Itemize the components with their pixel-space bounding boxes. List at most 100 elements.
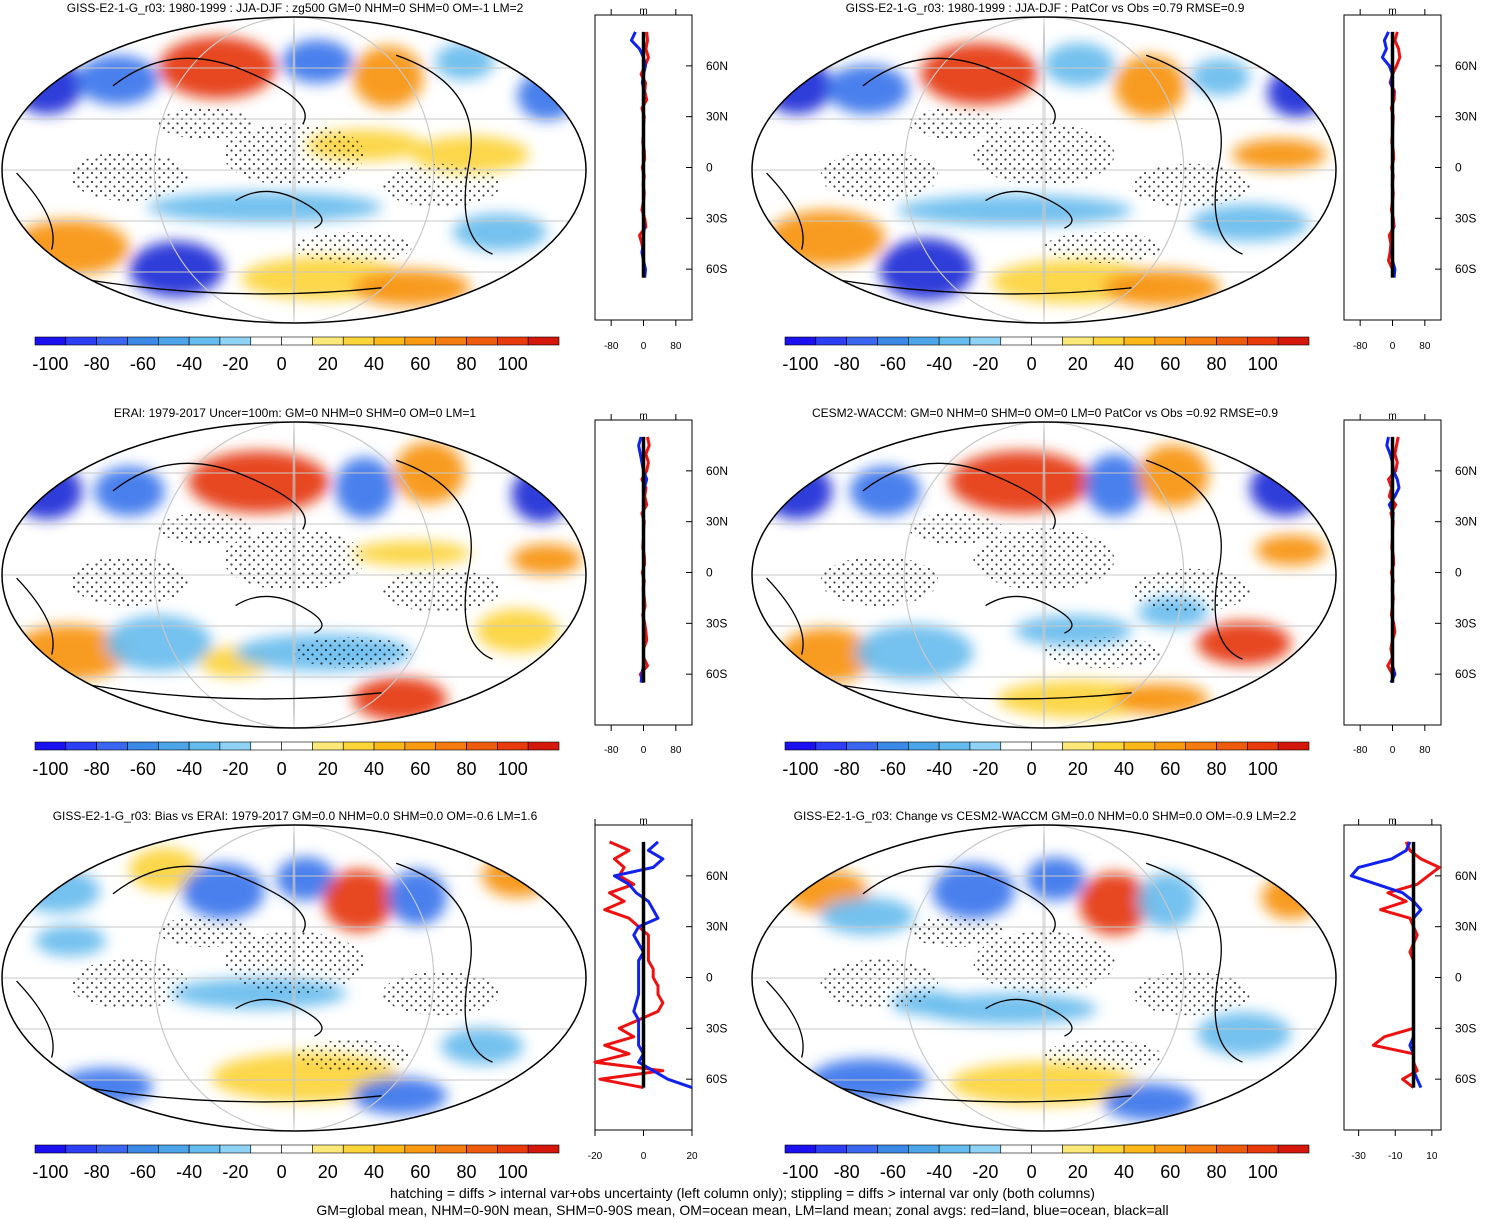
colorbar-swatch <box>497 336 529 346</box>
anomaly-blob <box>1026 857 1086 901</box>
panel-title-cesm2-waccm: CESM2-WACCM: GM=0 NHM=0 SHM=0 OM=0 LM=0 … <box>812 406 1278 420</box>
colorbar-label: 40 <box>364 1162 384 1182</box>
colorbar-label: -80 <box>84 759 110 779</box>
colorbar-swatch <box>846 336 878 346</box>
colorbar-swatch <box>219 336 252 346</box>
colorbar-swatch <box>1185 741 1217 751</box>
lat-label: 30N <box>1455 110 1477 124</box>
profile-line-land <box>593 840 665 1090</box>
coastline <box>89 1087 382 1103</box>
colorbar-label: -60 <box>130 354 156 374</box>
anomaly-blob <box>147 191 383 223</box>
anomaly-blob <box>352 1077 447 1115</box>
coastline <box>766 172 804 250</box>
colorbar-label: 20 <box>1068 354 1088 374</box>
colorbar-swatch <box>1031 1144 1063 1154</box>
lat-label: 30N <box>706 110 728 124</box>
colorbar-label: -20 <box>972 354 998 374</box>
coastline <box>839 684 1132 700</box>
coastline <box>16 980 54 1058</box>
profile-xtick-label: -80 <box>604 341 619 352</box>
colorbar-label: -100 <box>782 354 818 374</box>
colorbar-label: 100 <box>498 1162 528 1182</box>
colorbar-swatch <box>466 1144 498 1154</box>
profile-unit: m <box>1388 816 1396 827</box>
profile-xtick-label: 10 <box>1426 1151 1438 1162</box>
stippling <box>70 556 189 606</box>
graticule-lon <box>903 422 1185 728</box>
colorbar-swatch <box>784 336 817 346</box>
lat-label: 60S <box>706 1072 727 1086</box>
colorbar-swatch <box>373 741 406 751</box>
colorbar-swatch <box>1092 741 1125 751</box>
anomaly-blob <box>1102 269 1221 307</box>
stippling <box>973 528 1115 591</box>
colorbar-swatch <box>1216 741 1248 751</box>
stippling <box>820 151 939 201</box>
colorbar-label: -60 <box>130 759 156 779</box>
lat-label: 0 <box>706 971 713 985</box>
colorbar-swatch <box>1247 336 1279 346</box>
colorbar-swatch <box>1123 1144 1156 1154</box>
coastline <box>985 595 1073 634</box>
stippling <box>1044 1040 1162 1071</box>
anomaly-blob <box>767 210 886 267</box>
colorbar-label: 0 <box>1027 1162 1037 1182</box>
anomaly-blob <box>35 925 106 957</box>
profile-xtick-label: 80 <box>1419 745 1431 756</box>
colorbar-swatch <box>373 336 406 346</box>
stippling <box>70 151 189 201</box>
colorbar-label: 0 <box>277 759 287 779</box>
colorbar-label: -100 <box>32 1162 68 1182</box>
panel-title-erai: ERAI: 1979-2017 Uncer=100m: GM=0 NHM=0 S… <box>114 406 476 420</box>
colorbar-label: -40 <box>176 759 202 779</box>
lat-label: 30S <box>1455 211 1476 225</box>
stippling <box>70 959 189 1009</box>
colorbar-swatch <box>34 1144 67 1154</box>
coastline <box>89 684 382 700</box>
colorbar-swatch <box>1031 741 1063 751</box>
anomaly-blob <box>1232 139 1327 170</box>
colorbar-swatch <box>157 1144 190 1154</box>
colorbar-swatch <box>1185 1144 1217 1154</box>
stippling <box>382 971 500 1016</box>
coastline <box>395 459 493 660</box>
map-giss-clim-patcor <box>752 17 1336 323</box>
colorbar-swatch <box>65 741 97 751</box>
coastline <box>395 862 493 1063</box>
colorbar-giss-clim-patcor: -100 -80 -60 -40 -20 0 20 40 60 80 100 <box>782 336 1310 374</box>
anomaly-blob <box>129 241 224 298</box>
colorbar-swatch <box>404 741 437 751</box>
colorbar-giss-clim: -100 -80 -60 -40 -20 0 20 40 60 80 100 <box>32 336 560 374</box>
anomaly-blob <box>761 58 833 115</box>
colorbar-label: 100 <box>1248 759 1278 779</box>
colorbar-swatch <box>1000 741 1032 751</box>
anomaly-blob <box>1138 872 1197 929</box>
anomaly-blob <box>1191 58 1250 96</box>
colorbar-swatch <box>65 336 97 346</box>
colorbar-swatch <box>846 1144 878 1154</box>
lat-label: 60N <box>706 869 728 883</box>
profile-xtick-label: 0 <box>1390 341 1396 352</box>
colorbar-swatch <box>96 1144 128 1154</box>
anomaly-blob <box>820 897 915 935</box>
colorbar-swatch <box>1216 336 1248 346</box>
lat-label: 30S <box>1455 1021 1476 1035</box>
anomaly-blob <box>517 70 577 121</box>
stippling <box>294 232 412 263</box>
map-outline <box>751 421 1337 729</box>
colorbar-swatch <box>188 1144 221 1154</box>
coastline <box>112 462 306 530</box>
anomaly-blob <box>335 457 394 520</box>
colorbar-swatch <box>527 741 560 751</box>
colorbar-swatch <box>1062 1144 1094 1154</box>
coastline <box>985 998 1073 1037</box>
colorbar-label: 20 <box>318 759 338 779</box>
anomaly-blob <box>76 55 159 105</box>
lat-label: 30N <box>706 920 728 934</box>
footnote-line-1: hatching = diffs > internal var+obs unce… <box>390 1185 1095 1201</box>
panel-title-giss-clim-patcor: GISS-E2-1-G_r03: 1980-1999 : JJA-DJF : P… <box>846 1 1245 15</box>
colorbar-swatch <box>342 741 375 751</box>
